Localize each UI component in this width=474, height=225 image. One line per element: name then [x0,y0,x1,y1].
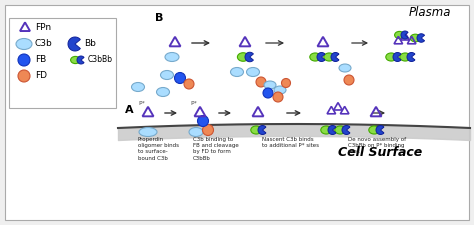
Wedge shape [77,56,84,64]
Ellipse shape [339,64,351,72]
Text: FPn: FPn [35,23,51,32]
Ellipse shape [156,88,170,97]
Ellipse shape [237,53,249,61]
Circle shape [184,79,194,89]
Ellipse shape [131,83,145,92]
Ellipse shape [246,68,259,76]
Wedge shape [258,126,266,135]
Ellipse shape [230,68,244,76]
FancyBboxPatch shape [9,18,116,108]
Text: Nascent C3b binds
to additional P* sites: Nascent C3b binds to additional P* sites [262,137,319,148]
Text: Bb: Bb [84,40,96,49]
Circle shape [282,79,291,88]
Ellipse shape [310,53,320,61]
Circle shape [202,124,213,135]
Text: C3b binding to
FB and cleavage
by FD to form
C3bBb: C3b binding to FB and cleavage by FD to … [193,137,239,161]
Circle shape [18,70,30,82]
Ellipse shape [335,126,346,134]
Wedge shape [342,126,350,135]
Text: De novo assembly of
C3bBb on P* binding
sites: De novo assembly of C3bBb on P* binding … [348,137,406,154]
Wedge shape [317,52,325,61]
Wedge shape [407,52,415,61]
Circle shape [174,72,185,83]
Wedge shape [417,34,425,42]
Ellipse shape [324,53,335,61]
Wedge shape [401,31,408,39]
FancyBboxPatch shape [5,5,469,220]
Text: FD: FD [35,72,47,81]
Wedge shape [245,52,254,62]
Ellipse shape [189,128,203,137]
Circle shape [344,75,354,85]
Ellipse shape [139,128,157,137]
Circle shape [256,77,266,87]
Wedge shape [68,37,81,51]
Text: P*: P* [138,101,145,106]
Text: Plasma: Plasma [409,7,451,20]
Wedge shape [328,126,336,135]
Text: A: A [125,105,134,115]
Ellipse shape [16,38,32,50]
Ellipse shape [410,34,420,42]
Ellipse shape [161,70,173,79]
Ellipse shape [264,81,276,89]
Wedge shape [376,126,384,135]
Ellipse shape [274,86,286,94]
Circle shape [273,92,283,102]
Text: FB: FB [35,56,46,65]
Text: Cell Surface: Cell Surface [338,146,422,160]
Ellipse shape [369,126,380,134]
Ellipse shape [394,32,404,39]
Circle shape [263,88,273,98]
Circle shape [18,54,30,66]
Ellipse shape [165,52,179,61]
Text: Properdin
oligomer binds
to surface-
bound C3b: Properdin oligomer binds to surface- bou… [138,137,179,161]
Circle shape [198,115,209,126]
Text: C3b: C3b [35,40,53,49]
Ellipse shape [400,53,410,61]
Ellipse shape [386,53,397,61]
Ellipse shape [71,56,80,64]
Text: P*: P* [190,101,197,106]
Text: C3bBb: C3bBb [88,56,113,65]
Ellipse shape [251,126,262,134]
Ellipse shape [321,126,332,134]
Wedge shape [331,52,339,61]
Wedge shape [393,52,401,61]
Text: B: B [155,13,164,23]
